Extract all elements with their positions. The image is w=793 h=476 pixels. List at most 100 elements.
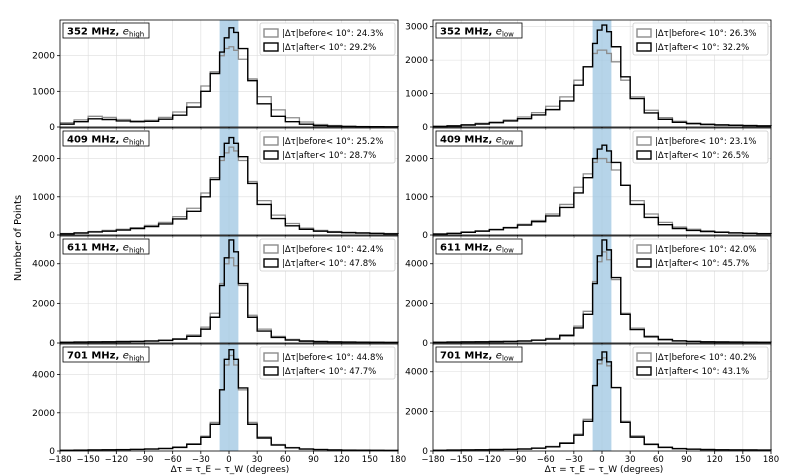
- x-tick-label: 120: [334, 455, 350, 465]
- panel-title-e: e: [123, 27, 129, 38]
- series-line-after: [60, 136, 399, 235]
- panel-title-box: [62, 238, 150, 255]
- x-tick-label: −150: [76, 455, 99, 465]
- legend-box: [632, 22, 769, 56]
- legend-label-after: |Δτ|after< 10°: 32.2%: [655, 43, 749, 53]
- x-tick-label: 180: [763, 455, 779, 465]
- legend-swatch-before: [263, 28, 279, 38]
- panel-title: 701 MHz, elow: [435, 346, 523, 363]
- legend-box: [259, 130, 396, 164]
- legend-label-after: |Δτ|after< 10°: 45.7%: [655, 259, 749, 269]
- panel-title-e-subscript: high: [129, 31, 144, 39]
- panel-3: 0 1000 2000 409 MHz, ehigh |Δτ|before< 10°: …: [32, 127, 399, 241]
- legend-box: [259, 346, 396, 380]
- y-tick-label: 3000: [405, 23, 428, 33]
- legend-label-after: |Δτ|after< 10°: 47.8%: [282, 259, 376, 269]
- legend-swatch-before: [263, 136, 279, 146]
- shaded-band: [592, 20, 612, 127]
- shaded-band: [219, 128, 239, 235]
- legend-swatch-after: [636, 42, 652, 52]
- series-line-after: [433, 239, 772, 344]
- panel-title-text: 611 MHz, elow: [440, 243, 514, 255]
- legend-swatch-after: [636, 258, 652, 268]
- panel-title-e: e: [496, 27, 502, 38]
- panel-title-box: [435, 130, 523, 147]
- legend-label-before: |Δτ|before< 10°: 40.2%: [655, 353, 756, 363]
- panel-title-e: e: [496, 351, 502, 362]
- panel-title-e: e: [496, 243, 502, 254]
- x-tick-label: −120: [478, 455, 501, 465]
- x-tick-label: 180: [390, 455, 406, 465]
- panel-title-text: 611 MHz, ehigh: [67, 243, 144, 255]
- panel-title: 409 MHz, elow: [435, 130, 523, 147]
- panel-6: 0 2000 4000 611 MHz, elow |Δτ|before< 10°: 4…: [405, 235, 772, 349]
- x-tick-label: 30: [625, 455, 636, 465]
- legend: |Δτ|before< 10°: 26.3% |Δτ|after< 10°: 32…: [632, 22, 769, 56]
- panel-title-e-subscript: high: [129, 247, 144, 255]
- panel-title-e-subscript: low: [502, 31, 514, 39]
- x-tick-label: 150: [362, 455, 378, 465]
- legend-box: [632, 130, 769, 164]
- legend-swatch-before: [263, 244, 279, 254]
- y-tick-label: 2000: [32, 52, 55, 62]
- panel-1: 0 1000 2000 352 MHz, ehigh |Δτ|before< 10°: …: [32, 19, 399, 133]
- legend-label-before: |Δτ|before< 10°: 44.8%: [282, 353, 383, 363]
- y-tick-label: 1000: [32, 87, 55, 97]
- series-line-after: [60, 27, 399, 128]
- y-tick-label: 4000: [32, 260, 55, 270]
- panels: 0 1000 2000 352 MHz, ehigh |Δτ|before< 10°: …: [32, 19, 779, 465]
- panel-title: 352 MHz, ehigh: [62, 22, 150, 39]
- x-axis-label-left: Δτ = τ_E − τ_W (degrees): [171, 465, 290, 475]
- legend: |Δτ|before< 10°: 42.4% |Δτ|after< 10°: 47…: [259, 238, 396, 272]
- legend-label-after: |Δτ|after< 10°: 47.7%: [282, 367, 376, 377]
- y-tick-label: 1000: [405, 193, 428, 203]
- legend-box: [259, 22, 396, 56]
- legend-label-before: |Δτ|before< 10°: 24.3%: [282, 29, 383, 39]
- series-line-after: [433, 24, 772, 128]
- legend-box: [632, 346, 769, 380]
- x-tick-label: 0: [599, 455, 604, 465]
- legend-swatch-before: [636, 352, 652, 362]
- legend-swatch-after: [263, 366, 279, 376]
- series-line-after: [60, 239, 399, 344]
- panel-5: 0 2000 4000 611 MHz, ehigh |Δτ|before< 10°: …: [32, 235, 399, 349]
- y-tick-label: 2000: [32, 409, 55, 419]
- y-tick-label: 0: [422, 231, 428, 241]
- legend-label-after: |Δτ|after< 10°: 28.7%: [282, 151, 376, 161]
- y-tick-label: 0: [422, 123, 428, 133]
- y-tick-label: 2000: [32, 299, 55, 309]
- legend-swatch-after: [636, 366, 652, 376]
- x-tick-label: −60: [537, 455, 555, 465]
- panel-title-e: e: [123, 243, 129, 254]
- legend-label-before: |Δτ|before< 10°: 23.1%: [655, 137, 756, 147]
- x-tick-label: −30: [565, 455, 583, 465]
- legend-label-after: |Δτ|after< 10°: 43.1%: [655, 367, 749, 377]
- x-tick-label: −30: [192, 455, 210, 465]
- panel-title-e: e: [496, 135, 502, 146]
- x-tick-label: 30: [252, 455, 263, 465]
- panel-title-e-subscript: low: [502, 355, 514, 363]
- panel-title-text: 352 MHz, ehigh: [67, 27, 144, 39]
- panel-title-text: 701 MHz, elow: [440, 351, 514, 363]
- series-line-after: [433, 351, 772, 452]
- x-tick-label: 90: [681, 455, 692, 465]
- panel-title-box: [435, 238, 523, 255]
- legend-swatch-before: [636, 244, 652, 254]
- x-tick-label: 0: [226, 455, 231, 465]
- y-tick-label: 4000: [405, 260, 428, 270]
- x-tick-label: −90: [136, 455, 154, 465]
- panel-title-e-subscript: low: [502, 139, 514, 147]
- panel-title-text: 409 MHz, elow: [440, 135, 514, 147]
- x-tick-label: −120: [105, 455, 128, 465]
- panel-title-e: e: [123, 135, 129, 146]
- y-tick-label: 2000: [405, 407, 428, 417]
- panel-4: 0 1000 2000 409 MHz, elow |Δτ|before< 10°: 2…: [405, 127, 772, 241]
- y-tick-label: 0: [422, 339, 428, 349]
- legend-swatch-before: [636, 28, 652, 38]
- panel-title-box: [62, 130, 150, 147]
- x-tick-label: −90: [509, 455, 527, 465]
- x-tick-label: 60: [280, 455, 291, 465]
- panel-title: 352 MHz, elow: [435, 22, 523, 39]
- legend-label-after: |Δτ|after< 10°: 26.5%: [655, 151, 749, 161]
